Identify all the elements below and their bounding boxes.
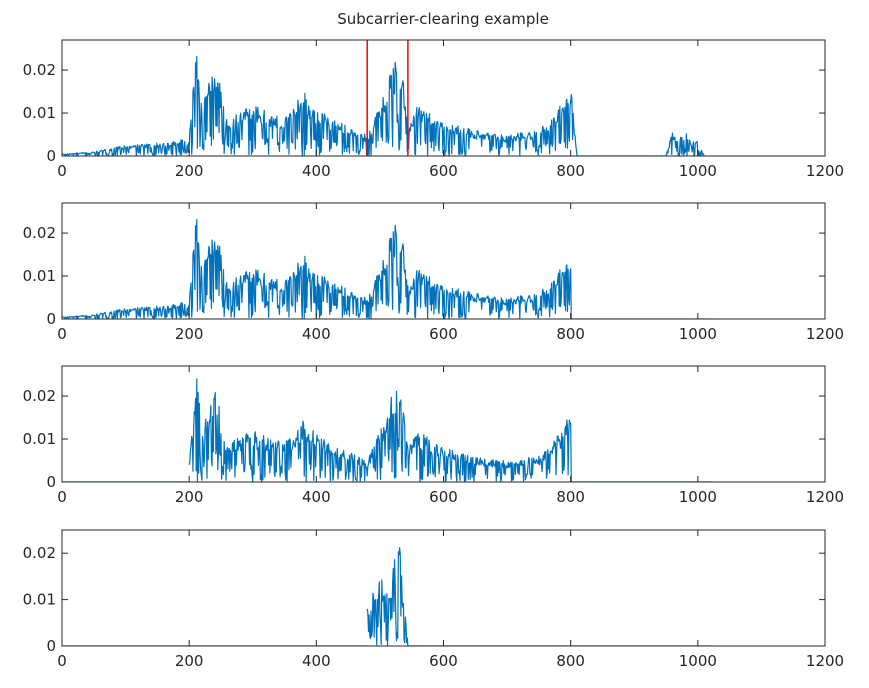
y-tick-label: 0.01 <box>23 104 56 122</box>
series-line-segment-0 <box>62 55 578 156</box>
x-tick-label: 0 <box>57 488 67 506</box>
x-tick-label: 1200 <box>806 652 844 670</box>
x-tick-label: 600 <box>429 488 458 506</box>
x-tick-label: 800 <box>556 488 585 506</box>
subplot-original-spectrum: 0 200 400 600 800 1000 1200 0 0.01 0.02 <box>23 39 844 180</box>
y-tick-label: 0 <box>46 637 56 655</box>
subplot-band-480-544: 0 200 400 600 800 1000 1200 0 0.01 0.02 <box>23 529 844 670</box>
y-tick-label: 0.02 <box>23 387 56 405</box>
x-tick-label: 400 <box>302 488 331 506</box>
y-tick-label: 0.02 <box>23 61 56 79</box>
x-tick-label: 1200 <box>806 325 844 343</box>
x-tick-label: 0 <box>57 652 67 670</box>
x-tick-label: 600 <box>429 652 458 670</box>
x-tick-label: 600 <box>429 325 458 343</box>
y-tick-label: 0.02 <box>23 224 56 242</box>
series-group <box>62 547 714 646</box>
series-line-segment-1 <box>366 547 409 646</box>
y-tick-label: 0.01 <box>23 430 56 448</box>
x-tick-label: 0 <box>57 325 67 343</box>
x-tick-label: 1000 <box>679 162 717 180</box>
subplot-cleared-low-band: 0 200 400 600 800 1000 1200 0 0.01 0.02 <box>23 202 844 343</box>
x-tick-label: 1200 <box>806 488 844 506</box>
y-tick-label: 0.01 <box>23 591 56 609</box>
x-tick-label: 400 <box>302 652 331 670</box>
x-tick-label: 400 <box>302 325 331 343</box>
x-tick-label: 800 <box>556 162 585 180</box>
x-tick-label: 800 <box>556 652 585 670</box>
x-tick-label: 600 <box>429 162 458 180</box>
chart-title: Subcarrier-clearing example <box>337 10 549 28</box>
series-group <box>62 378 714 482</box>
y-tick-label: 0 <box>46 310 56 328</box>
x-tick-label: 200 <box>175 325 204 343</box>
x-tick-label: 200 <box>175 488 204 506</box>
x-tick-label: 200 <box>175 162 204 180</box>
series-line-segment-2 <box>665 132 705 156</box>
series-group <box>62 218 714 319</box>
x-tick-label: 200 <box>175 652 204 670</box>
x-tick-label: 800 <box>556 325 585 343</box>
x-tick-label: 0 <box>57 162 67 180</box>
x-tick-label: 1000 <box>679 488 717 506</box>
subplot-band-200-800: 0 200 400 600 800 1000 1200 0 0.01 0.02 <box>23 365 844 506</box>
y-tick-label: 0.02 <box>23 544 56 562</box>
x-tick-label: 400 <box>302 162 331 180</box>
x-tick-label: 1200 <box>806 162 844 180</box>
series-line-segment-1 <box>188 378 572 482</box>
y-tick-label: 0 <box>46 147 56 165</box>
axis-frame <box>61 529 826 647</box>
y-tick-label: 0 <box>46 473 56 491</box>
x-tick-label: 1000 <box>679 652 717 670</box>
y-tick-label: 0.01 <box>23 267 56 285</box>
series-line-segment-0 <box>62 218 572 319</box>
series-group <box>62 55 705 156</box>
x-tick-label: 1000 <box>679 325 717 343</box>
